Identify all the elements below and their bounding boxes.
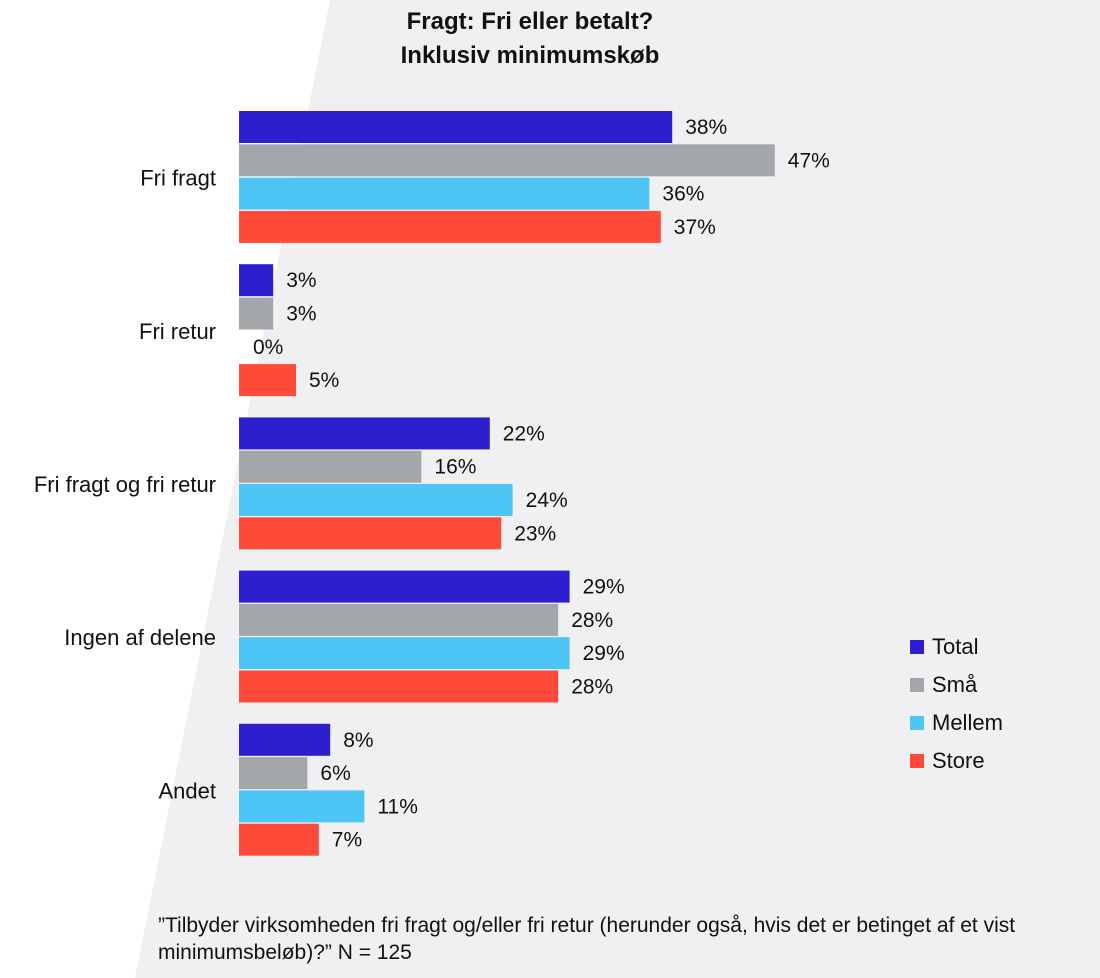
legend: Total Små Mellem Store — [910, 628, 1003, 780]
bar-andet-store — [239, 823, 319, 856]
legend-label-sma: Små — [932, 672, 978, 697]
category-label-fri-retur: Fri retur — [139, 319, 216, 344]
value-label-fri-fragt-og-fri-retur-store: 23% — [514, 522, 556, 545]
bar-andet-mellem — [239, 790, 365, 823]
value-label-ingen-af-delene-store: 28% — [571, 676, 613, 699]
value-label-fri-fragt-og-fri-retur-sma: 16% — [434, 456, 476, 479]
legend-item-store: Store — [910, 742, 1003, 780]
value-label-ingen-af-delene-mellem: 29% — [583, 642, 625, 665]
value-label-fri-fragt-sma: 47% — [788, 149, 830, 172]
category-label-fri-fragt-og-fri-retur: Fri fragt og fri retur — [34, 472, 216, 497]
category-label-fri-fragt: Fri fragt — [140, 166, 216, 191]
bar-fri-retur-store — [239, 364, 296, 397]
legend-label-mellem: Mellem — [932, 710, 1003, 735]
value-label-fri-retur-mellem: 0% — [253, 336, 283, 359]
value-label-andet-store: 7% — [332, 829, 362, 852]
value-label-fri-retur-sma: 3% — [286, 303, 316, 326]
bar-ingen-af-delene-store — [239, 670, 559, 703]
background-wedge-shape — [135, 0, 1100, 978]
legend-swatch-total — [910, 640, 924, 654]
bar-fri-fragt-og-fri-retur-store — [239, 517, 502, 550]
value-label-andet-mellem: 11% — [377, 795, 417, 818]
bar-ingen-af-delene-mellem — [239, 637, 570, 670]
legend-item-sma: Små — [910, 666, 1003, 704]
legend-item-total: Total — [910, 628, 1003, 666]
bar-fri-fragt-mellem — [239, 177, 650, 210]
bar-fri-fragt-og-fri-retur-sma — [239, 450, 422, 483]
value-label-fri-fragt-total: 38% — [685, 116, 727, 139]
bar-fri-fragt-og-fri-retur-total — [239, 417, 490, 450]
bar-andet-total — [239, 723, 331, 756]
value-label-fri-retur-store: 5% — [309, 369, 339, 392]
bar-andet-sma — [239, 757, 308, 790]
chart-subtitle: Inklusiv minimumskøb — [400, 42, 660, 69]
value-label-fri-retur-total: 3% — [286, 269, 316, 292]
value-label-andet-sma: 6% — [320, 762, 350, 785]
bar-ingen-af-delene-total — [239, 570, 570, 603]
legend-swatch-store — [910, 754, 924, 768]
legend-label-total: Total — [932, 634, 979, 659]
legend-label-store: Store — [932, 748, 985, 773]
chart-title: Fragt: Fri eller betalt? — [406, 8, 654, 35]
bar-fri-fragt-sma — [239, 144, 775, 177]
value-label-fri-fragt-og-fri-retur-total: 22% — [503, 422, 545, 445]
bar-fri-fragt-store — [239, 210, 661, 243]
value-label-fri-fragt-mellem: 36% — [662, 183, 704, 206]
legend-swatch-mellem — [910, 716, 924, 730]
legend-swatch-sma — [910, 678, 924, 692]
bar-ingen-af-delene-sma — [239, 603, 559, 636]
value-label-ingen-af-delene-sma: 28% — [571, 609, 613, 632]
category-label-andet: Andet — [159, 778, 217, 803]
value-label-andet-total: 8% — [343, 729, 373, 752]
value-label-fri-fragt-og-fri-retur-mellem: 24% — [526, 489, 568, 512]
category-label-ingen-af-delene: Ingen af delene — [64, 625, 216, 650]
value-label-fri-fragt-store: 37% — [674, 216, 716, 239]
bar-fri-fragt-og-fri-retur-mellem — [239, 484, 513, 516]
question-footnote: ”Tilbyder virksomheden fri fragt og/elle… — [158, 914, 1016, 964]
value-label-ingen-af-delene-total: 29% — [583, 576, 625, 599]
bar-fri-retur-total — [239, 264, 274, 297]
bar-fri-retur-sma — [239, 297, 274, 330]
bar-fri-fragt-total — [239, 111, 673, 143]
legend-item-mellem: Mellem — [910, 704, 1003, 742]
